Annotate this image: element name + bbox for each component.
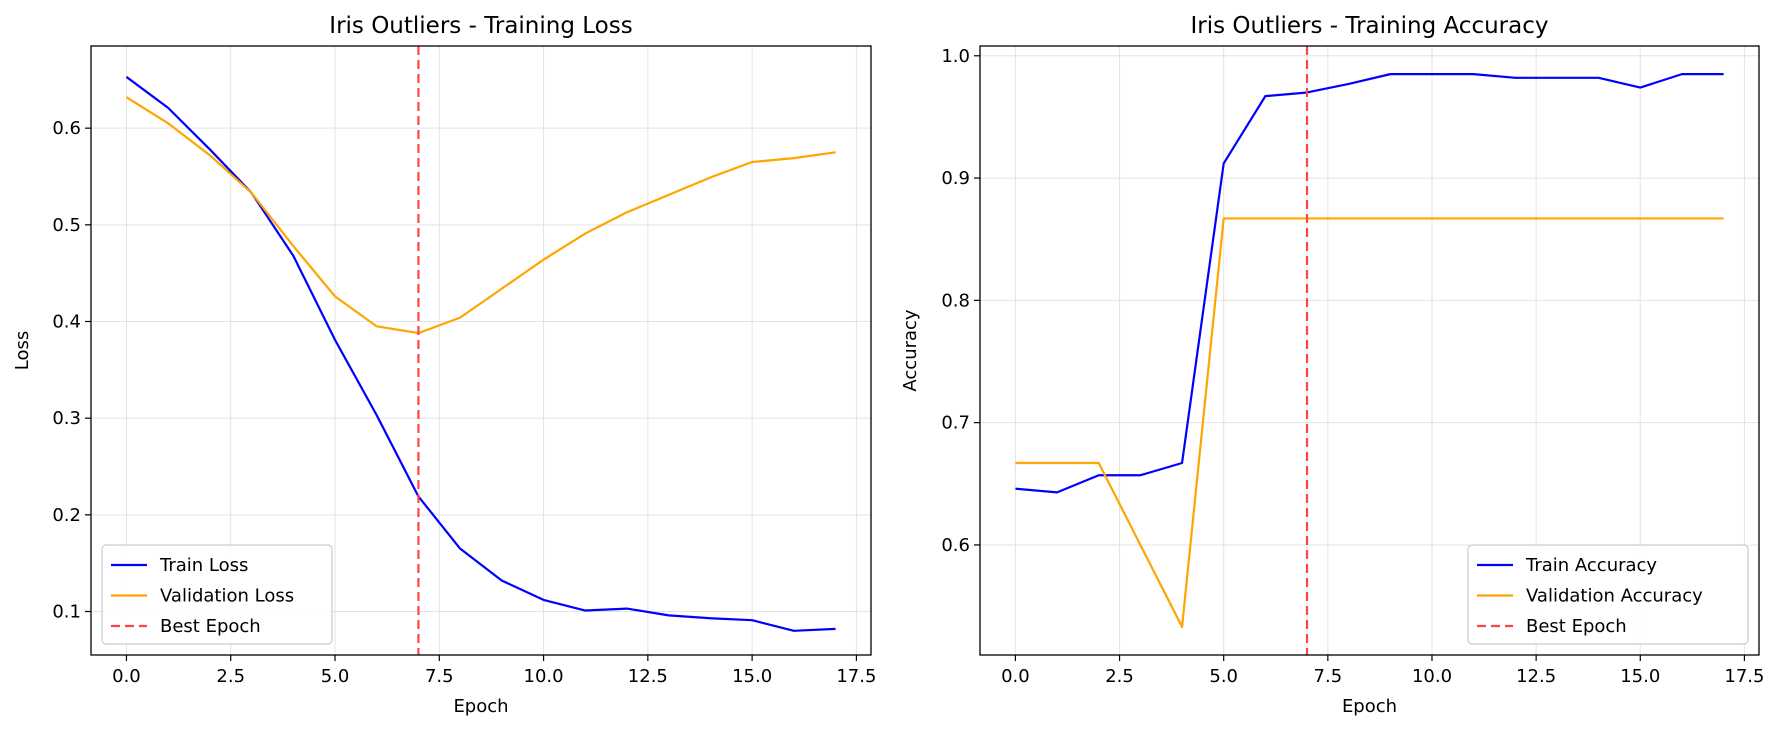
x-tick-label: 10.0	[524, 666, 564, 687]
x-tick-label: 2.5	[216, 666, 245, 687]
series-line-train-accuracy	[1015, 73, 1724, 494]
y-tick-label: 0.8	[941, 290, 970, 311]
legend-label: Train Accuracy	[1525, 555, 1657, 576]
x-tick-label: 5.0	[1209, 666, 1238, 687]
legend-label: Train Loss	[159, 555, 248, 576]
y-tick-label: 0.7	[941, 413, 970, 434]
y-tick-label: 0.3	[52, 408, 81, 429]
accuracy-chart: 0.0 2.5 5.0 7.5 10.0 12.5 15.0 17.5 0.6 0.7 0.8 0.9…	[900, 13, 1764, 717]
y-axis-label: Loss	[12, 331, 33, 370]
legend-box	[1467, 544, 1749, 645]
y-tick-label: 0.5	[52, 215, 81, 236]
plot-frame	[979, 45, 1760, 656]
x-tick-label: 15.0	[732, 666, 772, 687]
y-tick-label: 1.0	[941, 46, 970, 67]
x-tick-label: 7.5	[1314, 666, 1343, 687]
chart-title: Iris Outliers - Training Accuracy	[1191, 13, 1549, 39]
y-tick-label: 0.9	[941, 168, 970, 189]
x-tick-label: 10.0	[1412, 666, 1452, 687]
plot-area	[125, 46, 836, 655]
y-axis-label: Accuracy	[900, 309, 921, 392]
x-tick-label: 0.0	[1001, 666, 1030, 687]
legend: Train Accuracy Validation Accuracy Best Ep…	[1467, 544, 1749, 645]
x-tick-label: 0.0	[112, 666, 141, 687]
x-tick-label: 7.5	[425, 666, 454, 687]
x-tick-label: 12.5	[1516, 666, 1556, 687]
y-tick-label: 0.6	[941, 535, 970, 556]
legend-label: Validation Accuracy	[1526, 586, 1703, 607]
y-tick-label: 0.6	[52, 118, 81, 139]
x-tick-label: 5.0	[321, 666, 350, 687]
x-tick-label: 17.5	[1724, 666, 1764, 687]
legend-label: Validation Loss	[160, 586, 294, 607]
legend-box	[101, 544, 333, 645]
x-tick-label: 17.5	[836, 666, 876, 687]
plot-frame	[90, 45, 872, 656]
loss-chart: 0.0 2.5 5.0 7.5 10.0 12.5 15.0 17.5 0.1 0.2 0.3 0.4…	[12, 13, 876, 717]
plot-area	[1015, 46, 1724, 655]
series-line-validation-accuracy	[1015, 217, 1724, 628]
x-tick-label: 12.5	[628, 666, 668, 687]
series-line-validation-loss	[125, 96, 836, 335]
legend-label: Best Epoch	[160, 616, 261, 637]
legend: Train Loss Validation Loss Best Epoch	[101, 544, 333, 645]
x-axis-label: Epoch	[1342, 696, 1397, 717]
x-tick-label: 15.0	[1620, 666, 1660, 687]
x-axis-label: Epoch	[453, 696, 508, 717]
y-tick-label: 0.1	[52, 602, 81, 623]
x-tick-label: 2.5	[1105, 666, 1134, 687]
legend-label: Best Epoch	[1526, 616, 1627, 637]
chart-title: Iris Outliers - Training Loss	[329, 13, 632, 39]
y-tick-label: 0.2	[52, 505, 81, 526]
y-tick-label: 0.4	[52, 312, 81, 333]
